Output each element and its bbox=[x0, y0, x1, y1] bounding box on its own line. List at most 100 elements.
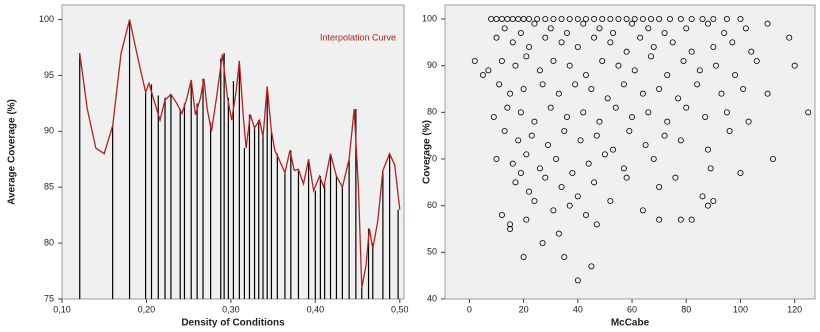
point bbox=[545, 141, 552, 148]
point bbox=[539, 239, 546, 246]
interpolation-curve bbox=[79, 19, 401, 288]
point bbox=[623, 15, 630, 22]
point bbox=[509, 160, 516, 167]
x-tick-label: 60 bbox=[627, 304, 637, 314]
point bbox=[664, 72, 671, 79]
point bbox=[612, 104, 619, 111]
point bbox=[604, 95, 611, 102]
point bbox=[656, 15, 663, 22]
point bbox=[493, 34, 500, 41]
point bbox=[702, 114, 709, 121]
point bbox=[656, 183, 663, 190]
point bbox=[498, 211, 505, 218]
point bbox=[639, 15, 646, 22]
y-axis-title: Average Coverage (%) bbox=[7, 99, 18, 205]
point bbox=[680, 58, 687, 65]
point bbox=[631, 67, 638, 74]
point bbox=[566, 202, 573, 209]
point bbox=[677, 137, 684, 144]
point bbox=[599, 58, 606, 65]
point bbox=[732, 72, 739, 79]
point bbox=[588, 86, 595, 93]
point bbox=[580, 20, 587, 27]
point bbox=[591, 34, 598, 41]
point bbox=[704, 20, 711, 27]
point bbox=[637, 34, 644, 41]
point bbox=[561, 127, 568, 134]
point bbox=[726, 127, 733, 134]
point bbox=[471, 58, 478, 65]
point bbox=[572, 81, 579, 88]
point bbox=[710, 15, 717, 22]
point bbox=[553, 155, 560, 162]
point bbox=[723, 109, 730, 116]
point bbox=[547, 25, 554, 32]
y-tick-label: 85 bbox=[44, 182, 54, 192]
point bbox=[650, 155, 657, 162]
y-tick-label: 80 bbox=[427, 107, 437, 117]
point bbox=[599, 15, 606, 22]
x-tick-label: 100 bbox=[733, 304, 748, 314]
point bbox=[547, 104, 554, 111]
point bbox=[504, 104, 511, 111]
point bbox=[791, 62, 798, 69]
point bbox=[696, 67, 703, 74]
point bbox=[507, 221, 514, 228]
x-tick-label: 0,30 bbox=[222, 304, 240, 314]
point bbox=[531, 20, 538, 27]
point bbox=[596, 25, 603, 32]
y-tick-label: 50 bbox=[427, 247, 437, 257]
point bbox=[512, 62, 519, 69]
point bbox=[642, 141, 649, 148]
y-axis-title: Coverage (%) bbox=[422, 120, 433, 184]
point bbox=[704, 202, 711, 209]
point bbox=[542, 34, 549, 41]
point bbox=[742, 25, 749, 32]
point bbox=[550, 58, 557, 65]
point bbox=[669, 39, 676, 46]
x-tick-label: 20 bbox=[519, 304, 529, 314]
point bbox=[517, 109, 524, 116]
point bbox=[580, 109, 587, 116]
point bbox=[666, 15, 673, 22]
x-axis-title: Density of Conditions bbox=[181, 318, 285, 329]
point bbox=[610, 29, 617, 36]
point bbox=[509, 39, 516, 46]
point bbox=[577, 137, 584, 144]
x-tick-label: 0,20 bbox=[138, 304, 156, 314]
point bbox=[531, 118, 538, 125]
point bbox=[550, 15, 557, 22]
point bbox=[626, 127, 633, 134]
point bbox=[550, 207, 557, 214]
point bbox=[512, 179, 519, 186]
y-tick-label: 100 bbox=[39, 14, 54, 24]
point bbox=[677, 216, 684, 223]
y-tick-label: 60 bbox=[427, 200, 437, 210]
point bbox=[620, 81, 627, 88]
point bbox=[539, 81, 546, 88]
point bbox=[574, 15, 581, 22]
point bbox=[675, 95, 682, 102]
point bbox=[523, 53, 530, 60]
point bbox=[561, 253, 568, 260]
point bbox=[713, 62, 720, 69]
point bbox=[531, 197, 538, 204]
point bbox=[591, 15, 598, 22]
x-tick-label: 0 bbox=[467, 304, 472, 314]
point bbox=[601, 151, 608, 158]
point bbox=[645, 25, 652, 32]
y-tick-label: 95 bbox=[44, 70, 54, 80]
point bbox=[656, 216, 663, 223]
curve-label: Interpolation Curve bbox=[320, 32, 396, 42]
point bbox=[490, 114, 497, 121]
point bbox=[569, 169, 576, 176]
point bbox=[591, 179, 598, 186]
point bbox=[574, 193, 581, 200]
point bbox=[764, 90, 771, 97]
y-tick-label: 70 bbox=[427, 153, 437, 163]
point bbox=[623, 48, 630, 55]
point bbox=[664, 118, 671, 125]
point bbox=[526, 188, 533, 195]
point bbox=[699, 15, 706, 22]
point bbox=[496, 81, 503, 88]
